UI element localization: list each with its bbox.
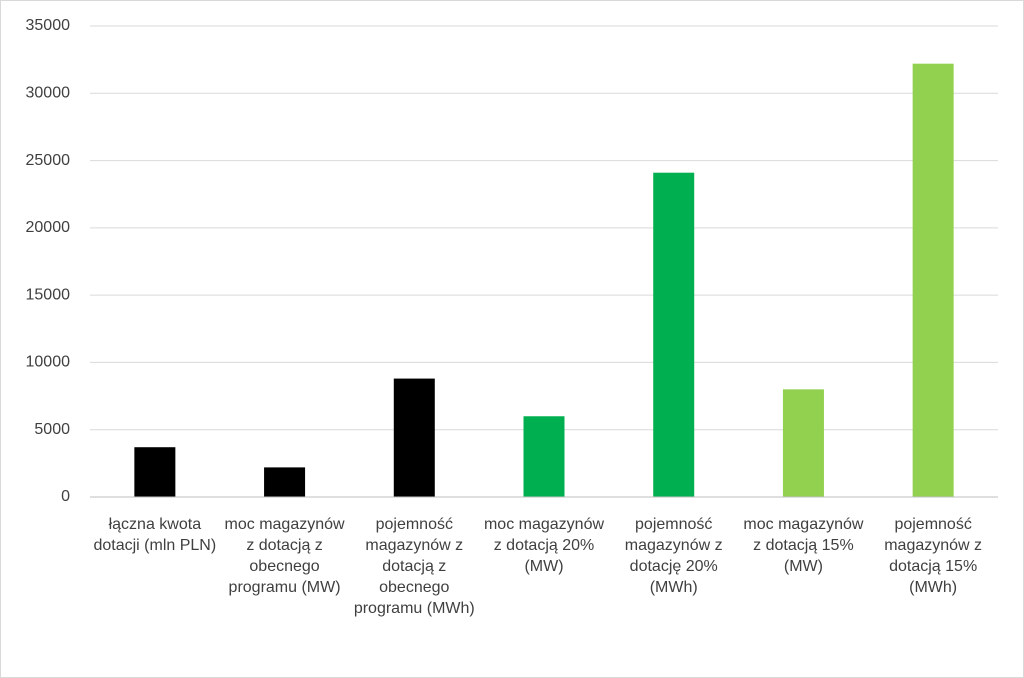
y-tick-label: 15000	[26, 286, 71, 303]
y-tick-label: 25000	[26, 152, 71, 169]
bar	[134, 447, 176, 497]
x-tick-label: moc magazynów z dotacją 15% (MW)	[743, 516, 864, 575]
x-tick-label: pojemność magazynów z dotacją z obecnego…	[353, 516, 475, 617]
y-tick-label: 20000	[26, 219, 71, 236]
y-tick-label: 5000	[34, 421, 70, 438]
bar	[653, 172, 695, 497]
y-tick-label: 0	[61, 488, 70, 505]
x-tick-label: łączna kwota dotacji (mln PLN)	[93, 516, 217, 554]
y-tick-label: 35000	[26, 17, 71, 34]
bar	[782, 389, 824, 497]
bar	[912, 63, 954, 498]
x-tick-label: moc magazynów z dotacją z obecnego progr…	[224, 516, 345, 596]
x-tick-label: pojemność magazynów z dotację 20% (MWh)	[624, 516, 723, 596]
y-tick-label: 30000	[26, 85, 71, 102]
bar	[393, 378, 435, 497]
bar	[523, 416, 565, 497]
y-tick-label: 10000	[26, 354, 71, 371]
bar	[264, 467, 306, 497]
x-tick-label: moc magazynów z dotacją 20% (MW)	[483, 516, 605, 575]
x-tick-label: pojemność magazynów z dotacją 15% (MWh)	[884, 516, 983, 596]
